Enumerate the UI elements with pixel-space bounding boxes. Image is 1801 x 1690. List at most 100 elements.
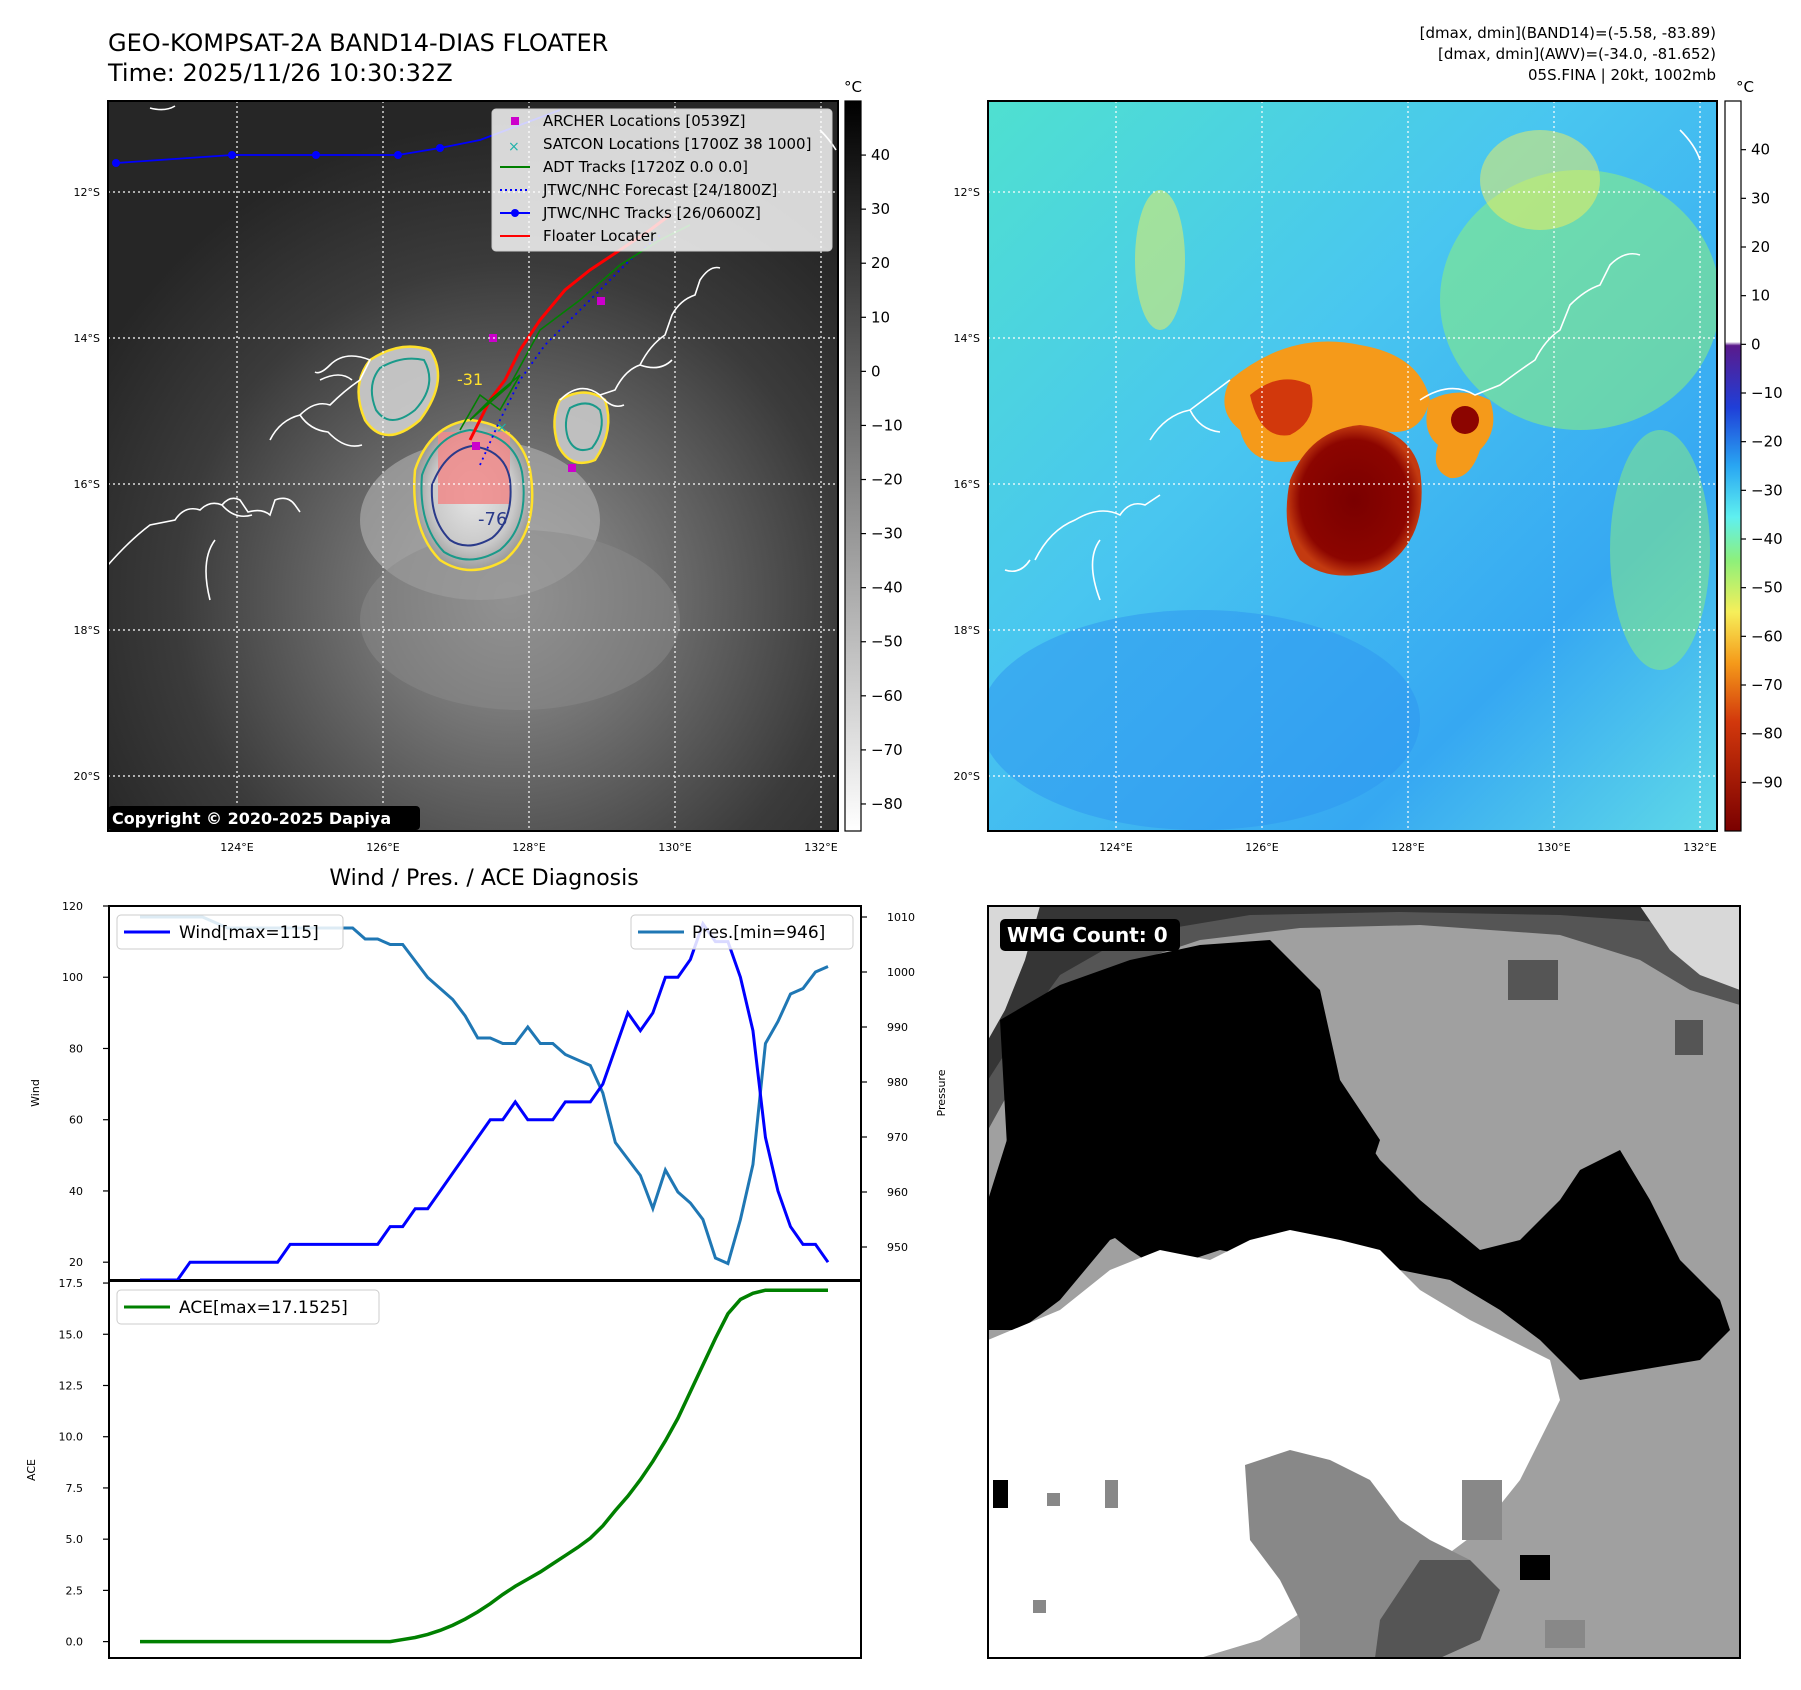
legend-forecast-label: JTWC/NHC Forecast [24/1800Z] xyxy=(542,181,777,199)
contour-yellow-east xyxy=(553,391,610,465)
legend-floater-label: Floater Locater xyxy=(543,227,657,245)
jtwc-track-point xyxy=(394,151,402,159)
ir-colorbar-tick-label: −60 xyxy=(871,687,903,705)
jtwc-track-point xyxy=(312,151,320,159)
legend-jtwc-marker xyxy=(511,209,519,217)
satcon-location: × xyxy=(496,420,508,436)
awv-moist-n xyxy=(1480,130,1600,230)
awv-moist-ne xyxy=(1440,170,1717,430)
ace-legend-box xyxy=(116,1289,380,1325)
ir-map-frame xyxy=(107,100,839,832)
ace-ylabel: ACE xyxy=(25,1459,38,1481)
contour-yellow-west xyxy=(357,345,440,437)
ace-y-tick-label: 2.5 xyxy=(66,1584,84,1597)
wmg-black-block xyxy=(993,1480,1008,1508)
coastline-northern xyxy=(559,266,721,408)
ir-colorbar-ticks: 40 30 20 10 0 −10 −20 −30 −40 −50 −60 −70 −80 xyxy=(861,146,903,813)
awv-lat-label: 18°S xyxy=(954,624,980,637)
copyright-box xyxy=(108,806,420,830)
awv-moist-e xyxy=(1610,430,1710,670)
ir-lat-label: 16°S xyxy=(74,478,100,491)
wmg-corner-light-ne xyxy=(1640,906,1740,990)
awv-colorbar-tick-label: −30 xyxy=(1751,481,1783,499)
awv-cold-top-west xyxy=(1250,379,1313,436)
legend-archer-marker xyxy=(511,117,519,125)
awv-coastline-kimberley xyxy=(1149,379,1231,441)
pressure-y-tick-label: 990 xyxy=(887,1021,908,1034)
wmg-count-label: WMG Count: 0 xyxy=(1007,923,1168,947)
awv-lat-label: 20°S xyxy=(954,770,980,783)
coastline-kimberley xyxy=(269,355,372,447)
adt-track xyxy=(459,224,691,431)
wind-y-tick-label: 20 xyxy=(69,1256,83,1269)
awv-dry-sw xyxy=(988,610,1420,830)
ir-lat-labels: 12°S 14°S 16°S 18°S 20°S xyxy=(74,186,100,783)
awv-colorbar-tick-label: −40 xyxy=(1751,530,1783,548)
ace-plot-frame xyxy=(108,1280,862,1659)
figure-title: GEO-KOMPSAT-2A BAND14-DIAS FLOATER xyxy=(108,29,608,57)
wind-y-tick-label: 80 xyxy=(69,1042,83,1055)
awv-lon-label: 124°E xyxy=(1099,841,1132,854)
pressure-y-tick-label: 1000 xyxy=(887,966,915,979)
awv-lon-label: 130°E xyxy=(1537,841,1570,854)
ir-lat-label: 12°S xyxy=(74,186,100,199)
wmg-patch xyxy=(1675,1020,1703,1055)
ace-legend-label: ACE[max=17.1525] xyxy=(179,1298,348,1318)
archer-location xyxy=(597,297,605,305)
ir-colorbar-tick-label: −70 xyxy=(871,741,903,759)
stats-awv: [dmax, dmin](AWV)=(-34.0, -81.652) xyxy=(1438,45,1716,63)
diagnosis-title: Wind / Pres. / ACE Diagnosis xyxy=(329,866,638,891)
legend-jtwc-label: JTWC/NHC Tracks [26/0600Z] xyxy=(542,204,761,222)
wmg-frame xyxy=(987,905,1741,1659)
figure-time: Time: 2025/11/26 10:30:32Z xyxy=(107,59,453,87)
ir-lon-label: 132°E xyxy=(804,841,837,854)
ace-line xyxy=(140,1288,828,1644)
pressure-y-tick-label: 970 xyxy=(887,1131,908,1144)
awv-colorbar-tick-label: 0 xyxy=(1751,335,1761,353)
wind-ylabel: Wind xyxy=(29,1079,42,1107)
ir-colorbar-tick-label: −10 xyxy=(871,416,903,434)
awv-colorbar-tick-label: −80 xyxy=(1751,725,1783,743)
pressure-y-tick-label: 1010 xyxy=(887,911,915,924)
legend-satcon-marker: × xyxy=(508,139,520,155)
ir-colorbar-tick-label: −80 xyxy=(871,795,903,813)
awv-colorbar-unit: °C xyxy=(1736,78,1754,96)
ace-y-tick-label: 12.5 xyxy=(59,1379,84,1392)
ir-lat-label: 20°S xyxy=(74,770,100,783)
ir-colorbar-tick-label: −20 xyxy=(871,471,903,489)
ir-lon-label: 130°E xyxy=(658,841,691,854)
contour-teal-core xyxy=(420,428,525,561)
contour-label-31: -31 xyxy=(457,370,483,389)
awv-coastline-west xyxy=(1004,494,1161,601)
awv-colorbar-tick-label: −60 xyxy=(1751,627,1783,645)
pressure-y-ticks: 950 960 970 980 990 1000 1010 xyxy=(861,911,915,1254)
contour-navy-core xyxy=(430,444,512,547)
ir-cloud-south xyxy=(360,530,680,710)
ace-y-ticks: 0.0 2.5 5.0 7.5 10.0 12.5 15.0 17.5 xyxy=(59,1277,109,1649)
ir-colorbar-tick-label: −50 xyxy=(871,633,903,651)
ace-y-tick-label: 0.0 xyxy=(66,1636,84,1649)
ir-colorbar-tick-label: −40 xyxy=(871,579,903,597)
ir-legend: × ARCHER Locations [0539Z] SATCON Locati… xyxy=(491,108,833,252)
pressure-legend-box xyxy=(630,914,854,950)
ir-lon-label: 128°E xyxy=(512,841,545,854)
ir-lon-label: 124°E xyxy=(220,841,253,854)
awv-colorbar-tick-label: −90 xyxy=(1751,773,1783,791)
ace-plot xyxy=(140,1288,828,1644)
wmg-patch xyxy=(1508,960,1558,1000)
wind-legend-box xyxy=(116,914,344,950)
awv-lat-label: 14°S xyxy=(954,332,980,345)
contour-teal-east xyxy=(564,402,603,451)
ace-y-tick-label: 7.5 xyxy=(66,1482,84,1495)
pressure-y-tick-label: 960 xyxy=(887,1186,908,1199)
wmg-panel xyxy=(988,906,1740,1658)
awv-lon-labels: 124°E 126°E 128°E 130°E 132°E xyxy=(1099,841,1716,854)
awv-lon-label: 126°E xyxy=(1245,841,1278,854)
stats-band14: [dmax, dmin](BAND14)=(-5.58, -83.89) xyxy=(1420,24,1716,42)
contour-yellow-core xyxy=(413,418,534,572)
jtwc-track-point xyxy=(112,159,120,167)
awv-lon-label: 132°E xyxy=(1683,841,1716,854)
pressure-legend-label: Pres.[min=946] xyxy=(692,923,825,943)
awv-lon-label: 128°E xyxy=(1391,841,1424,854)
